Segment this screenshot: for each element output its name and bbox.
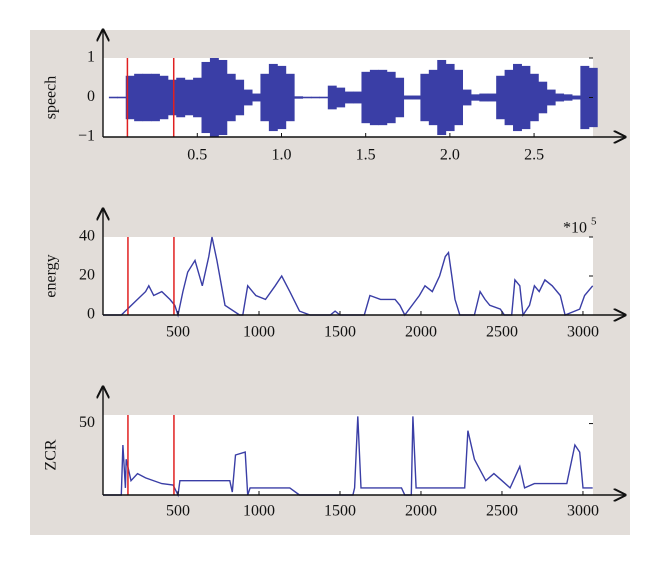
x-tick-label: 500 [166,503,190,520]
envelope-bar [428,69,438,126]
y-tick-label: 0 [87,306,95,323]
envelope-bar [454,69,464,126]
envelope-bar [184,79,194,116]
y-tick-label: 1 [87,49,95,66]
envelope-bar [344,91,354,104]
envelope-bar [235,79,245,116]
envelope-bar [353,91,362,104]
envelope-bar [395,77,405,118]
y-tick-label: 50 [79,414,95,431]
envelope-bar [378,69,388,126]
envelope-bar [538,81,548,114]
envelope-bar [462,89,472,106]
envelope-bar [571,95,581,100]
envelope-bar [504,69,514,126]
envelope-bar [336,87,346,108]
envelope-bar [403,95,413,100]
envelope-bar [487,93,497,102]
envelope-bar [193,77,203,118]
x-tick-label: 2.5 [524,147,544,164]
envelope-bar [529,73,539,122]
x-tick-label: 1500 [324,324,356,341]
y-axis-label: speech [43,76,60,120]
envelope-bar [310,96,320,99]
envelope-bar [159,75,169,120]
envelope-bar [268,63,278,132]
envelope-bar [201,61,211,134]
envelope-bar [496,75,506,120]
line [103,236,594,318]
x-tick-label: 1000 [243,503,275,520]
envelope-bar [470,94,480,101]
x-tick-label: 500 [166,324,190,341]
envelope-bar [277,65,287,130]
envelope-bar [563,94,573,101]
annotation: *10 [563,220,587,237]
y-axis-label: energy [43,254,60,297]
envelope-bar [521,65,531,130]
envelope-bar [302,96,312,99]
envelope-bar [285,73,295,122]
envelope-bar [252,93,261,102]
envelope-bar [445,63,455,132]
envelope-bar [209,58,219,137]
envelope-bar [134,73,144,122]
envelope-bar [420,73,430,122]
envelope-bar [327,85,337,110]
envelope-bar [588,67,598,128]
envelope-bar [513,63,522,132]
envelope-bar [479,93,489,102]
x-tick-label: 2.0 [440,147,460,164]
envelope-bar [142,73,152,122]
plot-area [103,415,593,495]
x-tick-label: 2000 [405,503,437,520]
line [103,416,593,498]
envelope-bar [411,95,421,100]
envelope-bar [260,73,270,122]
envelope-bar [167,79,177,116]
envelope-bar [361,71,371,124]
x-tick-label: 1500 [324,503,356,520]
envelope-bar [555,93,565,102]
x-tick-label: 1.5 [356,147,376,164]
envelope-bar [369,69,379,126]
y-tick-label: 40 [79,228,95,245]
envelope-bar [125,75,135,120]
x-tick-label: 2000 [405,324,437,341]
envelope-bar [386,71,396,124]
envelope-bar [243,89,253,106]
envelope-bar [176,77,186,118]
envelope-bar [218,59,228,136]
plot-area [103,237,593,315]
x-tick-label: 1000 [243,324,275,341]
envelope-bar [117,96,127,99]
annotation-exponent: 5 [591,216,597,228]
y-tick-label: −1 [78,128,95,145]
envelope-bar [226,73,236,122]
x-tick-label: 1.0 [271,147,291,164]
envelope-bar [437,59,447,136]
y-tick-label: 0 [87,88,95,105]
envelope-bar [150,73,160,122]
x-tick-label: 3000 [567,503,599,520]
envelope-bar [546,89,556,106]
x-tick-label: 0.5 [187,147,207,164]
x-tick-label: 2500 [486,503,518,520]
envelope-bar [580,65,590,130]
envelope-bar [108,96,118,99]
x-tick-label: 2500 [486,324,518,341]
y-tick-label: 20 [79,267,95,284]
envelope-bar [319,96,329,99]
envelope-bar [294,96,304,99]
y-axis-label: ZCR [43,439,60,470]
x-tick-label: 3000 [567,324,599,341]
